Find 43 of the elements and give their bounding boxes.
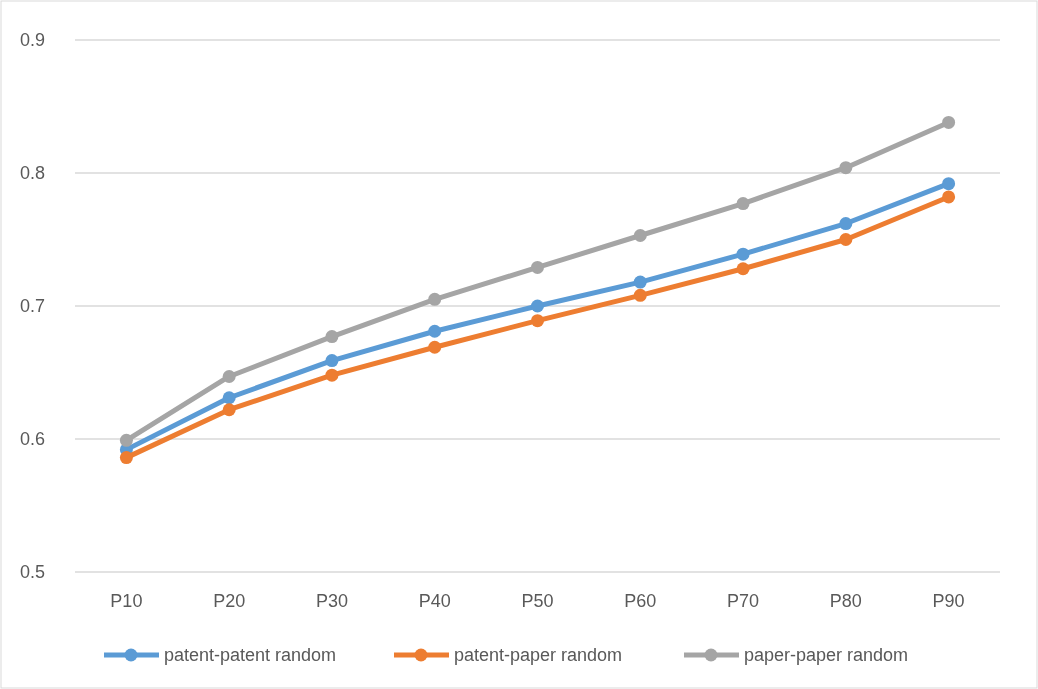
y-tick-label: 0.8 — [20, 163, 46, 184]
point — [119, 433, 133, 447]
point — [325, 354, 339, 368]
point — [222, 391, 236, 405]
point — [736, 247, 750, 261]
point — [633, 275, 647, 289]
point — [839, 161, 853, 175]
y-tick-label: 0.6 — [20, 429, 46, 450]
point — [222, 369, 236, 383]
x-tick-label: P80 — [829, 591, 862, 611]
point — [531, 260, 544, 274]
point — [531, 314, 544, 328]
point — [942, 190, 956, 204]
x-tick-label: P90 — [932, 591, 965, 611]
point — [736, 197, 750, 211]
point — [428, 340, 442, 354]
point — [839, 233, 853, 246]
point — [531, 299, 544, 313]
y-tick-label: 0.7 — [20, 296, 46, 317]
point — [633, 288, 647, 302]
point — [942, 115, 956, 129]
point — [119, 451, 133, 465]
legend-label: patent-paper random — [454, 645, 623, 666]
legend-label: paper-paper random — [744, 645, 909, 666]
point — [325, 330, 339, 344]
point — [325, 368, 339, 382]
x-tick-label: P60 — [624, 591, 657, 611]
y-tick-label: 0.5 — [20, 562, 46, 583]
point — [942, 177, 956, 191]
x-tick-label: P70 — [727, 591, 760, 611]
y-tick-label: 0.9 — [20, 30, 46, 51]
point — [633, 229, 647, 243]
legend-label: patent-patent random — [164, 645, 337, 666]
point — [222, 403, 236, 417]
point — [736, 262, 750, 276]
point — [839, 217, 853, 231]
x-tick-label: P10 — [110, 591, 143, 611]
x-tick-label: P40 — [418, 591, 451, 611]
point — [428, 292, 442, 306]
x-tick-label: P30 — [315, 591, 348, 611]
x-tick-label: P20 — [213, 591, 246, 611]
x-tick-label: P50 — [521, 591, 554, 611]
point — [428, 324, 442, 338]
